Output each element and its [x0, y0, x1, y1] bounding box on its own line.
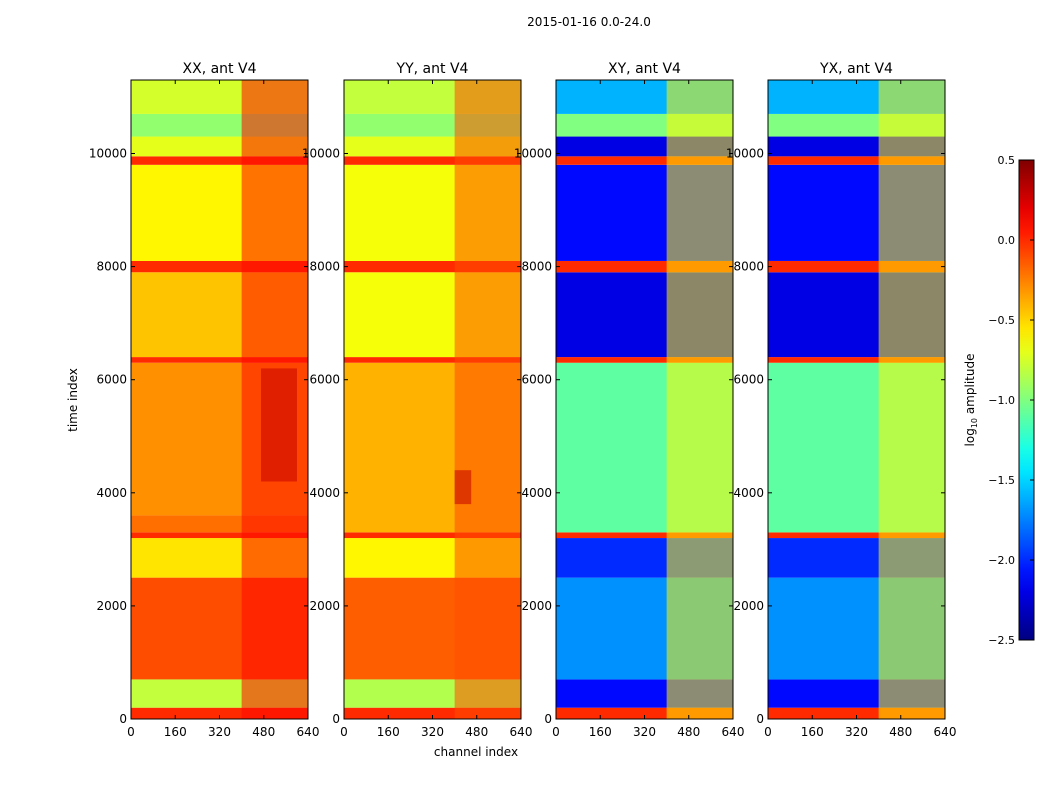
colorbar-tick-label: −1.5: [988, 474, 1015, 487]
y-tick-label: 4000: [96, 486, 127, 500]
colorbar-tick-label: 0.5: [998, 154, 1016, 167]
y-tick-label: 4000: [521, 486, 552, 500]
heatmap-band: [556, 260, 733, 273]
heatmap-band: [768, 260, 945, 273]
x-tick-label: 640: [510, 725, 533, 739]
heatmap-band: [344, 707, 521, 719]
x-tick-label: 160: [589, 725, 612, 739]
x-tick-label: 480: [889, 725, 912, 739]
heatmap-band: [344, 156, 521, 165]
panel-title: YY, ant V4: [396, 61, 469, 77]
heatmap-band: [768, 707, 945, 719]
y-tick-label: 8000: [96, 260, 127, 274]
y-tick-label: 10000: [726, 147, 764, 161]
heatmap-column-feature: [260, 368, 297, 482]
y-tick-label: 4000: [309, 486, 340, 500]
panel-1: YY, ant V4 0 160 320 480 640 0 2000 4000 6000 8000…: [302, 61, 533, 739]
y-tick-label: 10000: [302, 147, 340, 161]
colorbar-label: log10 amplitude: [963, 354, 979, 447]
heatmap-band: [556, 156, 733, 165]
heatmap-band: [768, 532, 945, 539]
y-tick-label: 10000: [89, 147, 127, 161]
heatmap-band: [344, 532, 521, 539]
y-axis-label: time index: [66, 368, 80, 432]
x-tick-label: 0: [340, 725, 348, 739]
x-tick-label: 320: [421, 725, 444, 739]
x-tick-label: 640: [297, 725, 320, 739]
x-tick-label: 160: [164, 725, 187, 739]
y-tick-label: 0: [756, 712, 764, 726]
panel-0: XX, ant V4 0 160 320 480 640 0 2000 4000 6000 8000…: [89, 61, 320, 739]
y-tick-label: 2000: [733, 599, 764, 613]
heatmap-band: [131, 707, 308, 719]
heatmap-band: [768, 156, 945, 165]
panel-title: XX, ant V4: [183, 61, 257, 77]
y-tick-label: 0: [544, 712, 552, 726]
colorbar: 0.5 0.0 −0.5 −1.0 −1.5 −2.0 −2.5: [988, 154, 1035, 647]
heatmap-band: [556, 357, 733, 363]
y-tick-label: 8000: [309, 260, 340, 274]
x-tick-label: 480: [252, 725, 275, 739]
heatmap-band: [131, 156, 308, 165]
panel-title: YX, ant V4: [819, 61, 893, 77]
panel-2: XY, ant V4 0 160 320 480 640 0 2000 4000 6000 8000…: [514, 61, 745, 739]
x-tick-label: 480: [465, 725, 488, 739]
x-axis-label: channel index: [434, 745, 518, 759]
x-tick-label: 640: [722, 725, 745, 739]
y-tick-label: 6000: [733, 373, 764, 387]
x-tick-label: 480: [677, 725, 700, 739]
x-tick-label: 320: [845, 725, 868, 739]
heatmap-band: [556, 532, 733, 539]
x-tick-label: 0: [552, 725, 560, 739]
heatmap-column-feature: [666, 80, 733, 719]
y-tick-label: 0: [119, 712, 127, 726]
y-tick-label: 2000: [521, 599, 552, 613]
y-tick-label: 0: [332, 712, 340, 726]
y-tick-label: 8000: [733, 260, 764, 274]
y-tick-label: 4000: [733, 486, 764, 500]
heatmap-band: [768, 357, 945, 363]
figure-suptitle: 2015-01-16 0.0-24.0: [527, 15, 651, 29]
heatmap-band: [131, 357, 308, 363]
y-tick-label: 8000: [521, 260, 552, 274]
colorbar-tick-label: −0.5: [988, 314, 1015, 327]
heatmap-band: [556, 707, 733, 719]
colorbar-tick-label: 0.0: [998, 234, 1016, 247]
heatmap-band: [344, 357, 521, 363]
panel-3: YX, ant V4 0 160 320 480 640 0 2000 4000 6000 8000…: [726, 61, 957, 739]
x-tick-label: 160: [801, 725, 824, 739]
y-tick-label: 6000: [96, 373, 127, 387]
heatmap-column-feature: [454, 80, 521, 719]
colorbar-tick-label: −2.0: [988, 554, 1015, 567]
y-tick-label: 10000: [514, 147, 552, 161]
heatmap-panels: XX, ant V4 0 160 320 480 640 0 2000 4000 6000 8000…: [89, 61, 957, 739]
x-tick-label: 0: [764, 725, 772, 739]
x-tick-label: 320: [208, 725, 231, 739]
colorbar-tick-label: −1.0: [988, 394, 1015, 407]
x-tick-label: 0: [127, 725, 135, 739]
x-tick-label: 160: [377, 725, 400, 739]
colorbar-tick-label: −2.5: [988, 634, 1015, 647]
heatmap-band: [131, 532, 308, 539]
panel-title: XY, ant V4: [608, 61, 681, 77]
y-tick-label: 6000: [521, 373, 552, 387]
heatmap-band: [344, 260, 521, 273]
y-tick-label: 2000: [309, 599, 340, 613]
heatmap-column-feature: [878, 80, 945, 719]
y-tick-label: 2000: [96, 599, 127, 613]
x-tick-label: 640: [934, 725, 957, 739]
x-tick-label: 320: [633, 725, 656, 739]
y-tick-label: 6000: [309, 373, 340, 387]
heatmap-band: [131, 260, 308, 273]
heatmap-column-feature: [454, 470, 472, 505]
